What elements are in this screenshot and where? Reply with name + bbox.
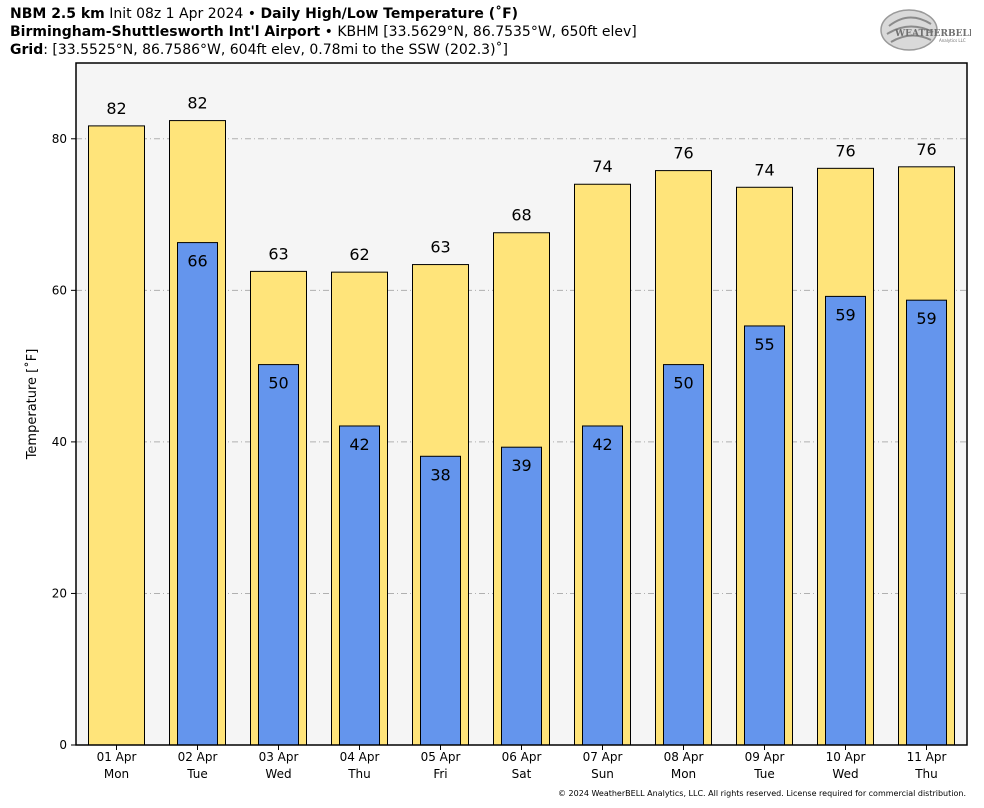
x-tick-day-label: Mon <box>104 767 129 781</box>
model-name: NBM 2.5 km <box>10 6 105 22</box>
low-temp-label: 38 <box>430 465 450 484</box>
low-temp-bar <box>582 425 623 746</box>
x-tick-date-label: 09 Apr <box>745 750 785 764</box>
high-temp-label: 74 <box>754 160 774 179</box>
high-temp-label: 76 <box>916 140 936 159</box>
x-tick-date-label: 02 Apr <box>178 750 218 764</box>
high-temp-label: 76 <box>673 144 693 163</box>
low-temp-bar <box>501 446 542 746</box>
x-tick-date-label: 06 Apr <box>502 750 542 764</box>
high-temp-label: 82 <box>106 99 126 118</box>
bars: 82 82 63 62 63 68 74 76 74 76 76 66 50 42 38 39 42 50 55 59… <box>88 94 955 746</box>
x-tick-day-label: Fri <box>433 767 447 781</box>
x-tick-date-label: 05 Apr <box>421 750 461 764</box>
bullet: • <box>247 6 257 22</box>
x-tick-day-label: Thu <box>914 767 938 781</box>
low-temp-bar <box>825 295 866 746</box>
high-temp-label: 82 <box>187 94 207 113</box>
low-temp-bar <box>906 299 947 746</box>
copyright-notice: © 2024 WeatherBELL Analytics, LLC. All r… <box>558 789 966 798</box>
grid-info: : [33.5525°N, 86.7586°W, 604ft elev, 0.7… <box>43 42 509 58</box>
x-tick-day-label: Sun <box>591 767 614 781</box>
y-tick-label: 20 <box>52 586 67 600</box>
high-temp-label: 74 <box>592 157 612 176</box>
x-tick-date-label: 04 Apr <box>340 750 380 764</box>
y-axis-label: Temperature [˚F] <box>24 349 40 461</box>
x-tick-date-label: 11 Apr <box>907 750 947 764</box>
x-tick-date-label: 01 Apr <box>97 750 137 764</box>
high-temp-label: 63 <box>268 244 288 263</box>
station-info: KBHM [33.5629°N, 86.7535°W, 650ft elev] <box>337 24 637 40</box>
x-tick-date-label: 08 Apr <box>664 750 704 764</box>
low-temp-bar <box>177 242 218 746</box>
chart-title-line2: Birmingham-Shuttlesworth Int'l Airport •… <box>10 23 637 41</box>
low-temp-label: 59 <box>835 305 855 324</box>
product-name: Daily High/Low Temperature (˚F) <box>260 6 519 22</box>
x-tick-date-label: 07 Apr <box>583 750 623 764</box>
y-tick-label: 60 <box>52 283 67 297</box>
y-tick-label: 40 <box>52 435 67 449</box>
low-temp-label: 55 <box>754 335 774 354</box>
high-temp-label: 63 <box>430 238 450 257</box>
axes: 0 20 40 60 80 01 Apr Mon 02 Apr Tue 03 Apr Wed 04 A… <box>52 132 947 781</box>
weatherbell-logo: WEATHERBELL Analytics LLC <box>880 9 971 51</box>
x-tick-day-label: Wed <box>832 767 858 781</box>
x-tick-day-label: Sat <box>512 767 532 781</box>
low-temp-label: 59 <box>916 309 936 328</box>
logo-text: WEATHERBELL <box>894 29 971 39</box>
chart-title-line3: Grid: [33.5525°N, 86.7586°W, 604ft elev,… <box>10 41 508 59</box>
grid-label: Grid <box>10 42 44 58</box>
high-temp-label: 68 <box>511 206 531 225</box>
x-tick-date-label: 03 Apr <box>259 750 299 764</box>
low-temp-bar <box>744 325 785 746</box>
station-name: Birmingham-Shuttlesworth Int'l Airport <box>10 24 321 40</box>
low-temp-bar <box>420 455 461 746</box>
low-temp-label: 42 <box>349 435 369 454</box>
logo-subtext: Analytics LLC <box>939 38 966 43</box>
chart-title-line1: NBM 2.5 km Init 08z 1 Apr 2024 • Daily H… <box>10 5 518 23</box>
x-tick-day-label: Mon <box>671 767 696 781</box>
low-temp-label: 50 <box>673 374 693 393</box>
low-temp-label: 50 <box>268 374 288 393</box>
high-temp-label: 62 <box>349 245 369 264</box>
low-temp-label: 42 <box>592 435 612 454</box>
low-temp-bar <box>258 364 299 746</box>
high-temp-label: 76 <box>835 141 855 160</box>
x-tick-day-label: Thu <box>347 767 371 781</box>
init-time: Init 08z 1 Apr 2024 <box>109 6 244 22</box>
x-tick-day-label: Tue <box>753 767 775 781</box>
low-temp-bar <box>663 364 704 746</box>
y-tick-label: 0 <box>59 738 67 752</box>
x-tick-day-label: Tue <box>186 767 208 781</box>
low-temp-label: 39 <box>511 456 531 475</box>
x-tick-day-label: Wed <box>265 767 291 781</box>
low-temp-bar <box>339 425 380 746</box>
y-tick-label: 80 <box>52 132 67 146</box>
x-tick-date-label: 10 Apr <box>826 750 866 764</box>
low-temp-label: 66 <box>187 252 207 271</box>
high-temp-bar <box>88 125 145 746</box>
bullet: • <box>324 24 333 40</box>
